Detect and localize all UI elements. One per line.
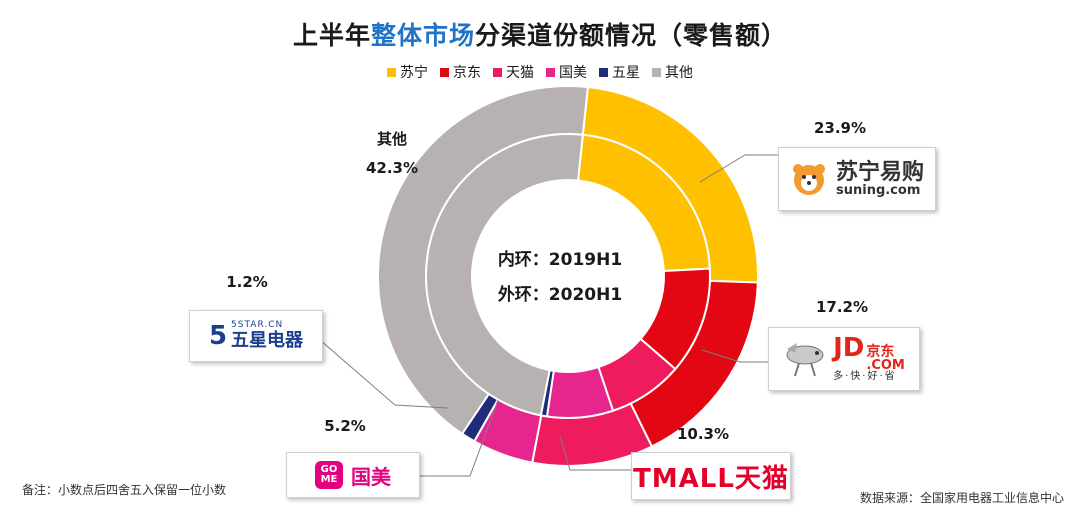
fivestar-logo-en: 5STAR.CN [231,320,284,331]
center-label-inner: 内环：2019H1 [498,249,622,270]
legend-item: 国美 [546,62,587,82]
center-label-outer: 外环：2020H1 [498,284,622,305]
legend-swatch [387,67,396,77]
leader-line [699,154,778,183]
legend-label: 国美 [559,65,587,81]
legend-label: 天猫 [506,65,534,81]
leader-line [559,435,631,471]
callout-fivestar-value: 1.2% [226,273,268,291]
legend: 苏宁 京东 天猫 国美 五星 其他 [0,62,1080,82]
leader-lines [319,154,778,477]
callout-gome-value: 5.2% [324,417,366,435]
chart-title: 上半年整体市场分渠道份额情况（零售额） [0,16,1080,52]
gome-logo: GO ME 国美 [286,452,420,498]
callout-jd-value: 17.2% [816,298,868,316]
fivestar-logo: 5 5STAR.CN 五星电器 [189,310,323,362]
legend-item: 其他 [652,62,693,82]
leader-line [319,339,449,409]
legend-swatch [493,67,502,77]
suning-lion-icon [792,164,825,195]
gome-badge-top: GO [320,464,338,475]
callout-other-name: 其他 [377,130,407,148]
legend-swatch [599,67,608,77]
legend-swatch [440,67,449,77]
jd-logo-en: JD [833,333,865,364]
callout-other-value: 42.3% [366,159,418,177]
suning-logo-cn: 苏宁易购 [835,159,924,185]
leader-line [418,399,499,477]
legend-label: 其他 [665,65,693,81]
legend-label: 京东 [453,65,481,81]
legend-item: 苏宁 [387,62,428,82]
title-prefix: 上半年 [292,21,371,50]
rings [377,85,759,467]
legend-item: 五星 [599,62,640,82]
footnote: 备注：小数点后四舍五入保留一位小数 [22,483,227,497]
title-highlight: 整体市场 [370,21,475,50]
tmall-logo: TMALL天猫 [631,452,791,500]
fivestar-logo-num: 5 [208,321,228,351]
tmall-logo-text: TMALL天猫 [633,463,789,494]
jd-logo-slogan: 多·快·好·省 [833,371,897,383]
jd-logo: JD 京东 .COM 多·快·好·省 [768,327,920,391]
fivestar-logo-cn: 五星电器 [231,330,304,352]
data-source: 数据来源：全国家用电器工业信息中心 [859,491,1064,505]
callout-tmall-value: 10.3% [677,425,729,443]
suning-logo-en: suning.com [835,182,921,198]
suning-logo: 苏宁易购 suning.com [778,147,936,211]
gome-logo-cn: 国美 [351,464,391,489]
title-suffix: 分渠道份额情况（零售额） [475,21,788,50]
inner-ring-slice-其他 [425,133,584,417]
gome-badge-icon: GO ME [315,461,343,489]
legend-swatch [546,67,555,77]
legend-item: 天猫 [493,62,534,82]
jd-logo-com: .COM [866,358,905,374]
legend-item: 京东 [440,62,481,82]
jd-logo-cn: 京东 [866,344,895,361]
callout-suning-value: 23.9% [814,119,866,137]
gome-badge-bottom: ME [320,474,338,485]
legend-swatch [652,67,661,77]
legend-label: 苏宁 [400,65,428,81]
jd-dog-icon [786,343,824,377]
legend-label: 五星 [612,65,640,81]
leader-line [701,349,768,363]
